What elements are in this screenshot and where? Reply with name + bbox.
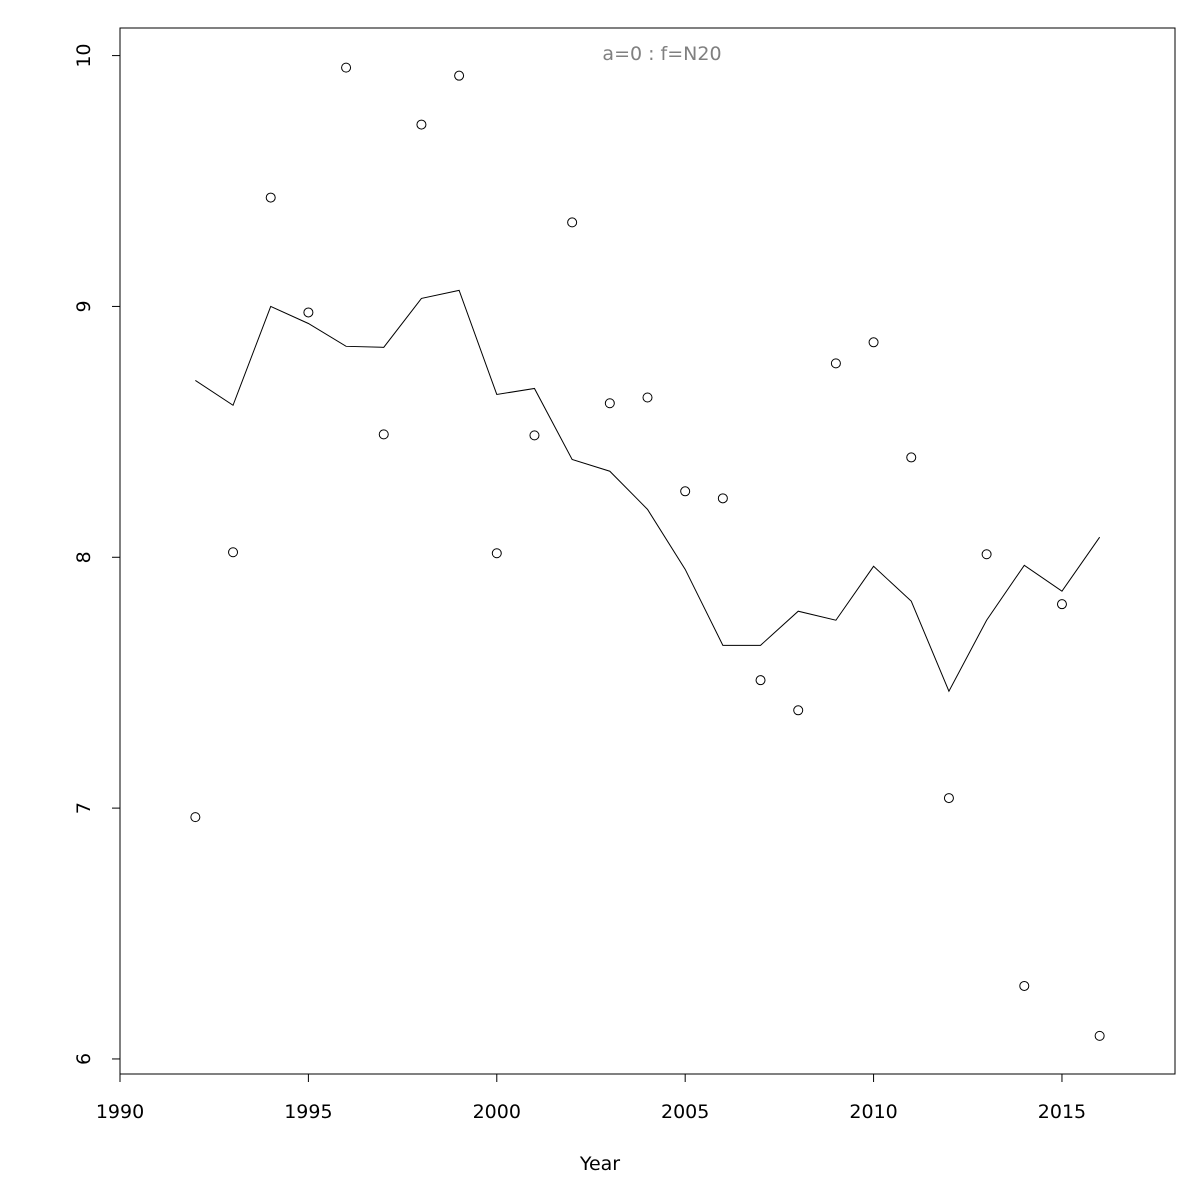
point (378, 429, 389, 440)
point (454, 70, 465, 81)
point (1019, 980, 1030, 991)
point (190, 812, 201, 823)
point (830, 358, 841, 369)
x-tick-label: 1995 (284, 1101, 332, 1123)
x-tick-label: 2015 (1038, 1101, 1086, 1123)
line (195, 289, 1101, 693)
point (341, 62, 352, 73)
point (604, 398, 615, 409)
point (491, 548, 502, 559)
point (755, 675, 766, 686)
y-tick-label: 7 (73, 802, 95, 814)
point (981, 549, 992, 560)
x-tick-label: 2005 (661, 1101, 709, 1123)
plot-box (119, 27, 1176, 1075)
x-tick-label: 2010 (849, 1101, 897, 1123)
y-tick-label: 10 (73, 43, 95, 67)
point (228, 547, 239, 558)
point (1094, 1030, 1105, 1041)
y-tick-label: 9 (73, 300, 95, 312)
point (416, 119, 427, 130)
y-tick-label: 8 (73, 551, 95, 563)
point (868, 337, 879, 348)
point (567, 217, 578, 228)
y-tick-label: 6 (73, 1053, 95, 1065)
point (906, 452, 917, 463)
x-axis-label: Year (579, 1153, 620, 1175)
x-tick-label: 1990 (96, 1101, 144, 1123)
point (642, 392, 653, 403)
point (265, 192, 276, 203)
point (793, 705, 804, 716)
point (529, 430, 540, 441)
chart-title: a=0 : f=N20 (602, 43, 721, 65)
point (943, 793, 954, 804)
x-tick-label: 2000 (473, 1101, 521, 1123)
point (1056, 599, 1067, 610)
point (717, 493, 728, 504)
point (680, 486, 691, 497)
point (303, 307, 314, 318)
